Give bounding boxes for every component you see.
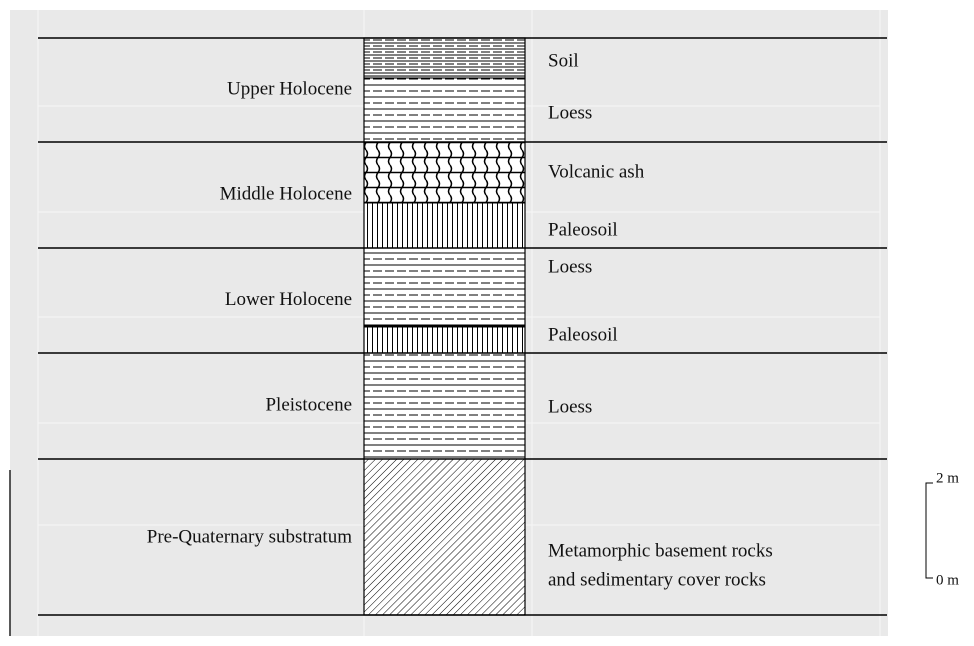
layer-label: Volcanic ash <box>548 161 645 182</box>
period-label: Pre-Quaternary substratum <box>147 526 352 547</box>
scale-bar: 2 m 0 m <box>925 470 959 588</box>
scale-top: 2 m <box>936 470 959 486</box>
layer-fill <box>363 247 526 327</box>
layer-fill <box>363 458 526 616</box>
scale-bottom: 0 m <box>936 572 959 588</box>
period-label: Pleistocene <box>265 394 352 415</box>
period-label: Lower Holocene <box>225 289 352 310</box>
column-outline <box>363 37 526 616</box>
layer-fill <box>363 37 526 77</box>
layer-fill <box>363 77 526 143</box>
layer-fill <box>363 202 526 249</box>
layer-fill <box>363 141 526 204</box>
layer-label: Paleosoil <box>548 219 618 240</box>
layer-label: Soil <box>548 50 579 71</box>
layer-label: Loess <box>548 396 592 417</box>
period-label: Middle Holocene <box>220 183 352 204</box>
period-label: Upper Holocene <box>227 78 352 99</box>
layer-label: Paleosoil <box>548 324 618 345</box>
layer-label: Metamorphic basement rocks <box>548 540 773 561</box>
layer-fill <box>363 352 526 460</box>
layer-fill <box>363 326 526 354</box>
layer-label: Loess <box>548 102 592 123</box>
layer-label: Loess <box>548 256 592 277</box>
layer-label: and sedimentary cover rocks <box>548 569 766 590</box>
